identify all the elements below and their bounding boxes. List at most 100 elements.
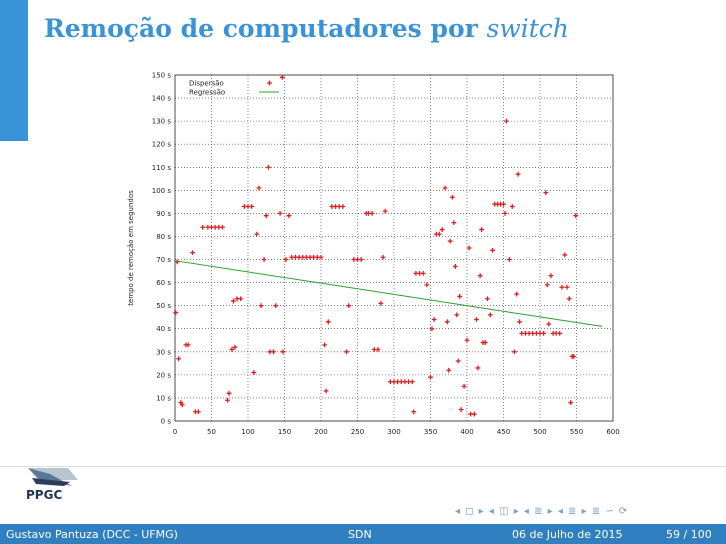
- data-point: [220, 224, 225, 230]
- data-point: [176, 356, 182, 362]
- data-point: [323, 388, 329, 394]
- mark-layer: [173, 74, 603, 417]
- y-tick-label: 90 s: [156, 210, 171, 218]
- data-point: [238, 296, 244, 302]
- data-point: [378, 300, 384, 306]
- data-point: [479, 227, 484, 232]
- axis-layer: 0 s 10 s 20 s 30 s 40 s 50 s 60 s 70 s 80 s 90 s 1…: [152, 72, 620, 437]
- data-point: [447, 238, 453, 244]
- data-point: [475, 365, 481, 371]
- beamer-navigation[interactable]: ◂ ◻ ▸ ◂ ◫ ▸ ◂ ≣ ▸ ◂ ≣ ▸ ≣ ∽ ⟳: [455, 506, 629, 517]
- data-point: [279, 74, 285, 80]
- data-point: [568, 400, 574, 405]
- legend-label: Regressão: [189, 89, 225, 97]
- data-point: [173, 310, 179, 315]
- data-point: [231, 298, 236, 304]
- data-point: [277, 211, 283, 216]
- y-tick-label: 140 s: [152, 95, 172, 103]
- data-point: [179, 402, 185, 408]
- grid-layer: [175, 75, 613, 421]
- data-point: [271, 349, 276, 355]
- data-point: [541, 330, 547, 336]
- data-point: [411, 409, 417, 415]
- data-point: [409, 379, 415, 385]
- y-tick-label: 110 s: [152, 164, 172, 172]
- footer-topic: SDN: [348, 528, 372, 541]
- data-point: [229, 347, 235, 352]
- data-point: [283, 257, 289, 262]
- data-point: [325, 319, 331, 325]
- data-point: [515, 171, 521, 177]
- data-point: [344, 349, 349, 355]
- data-point: [263, 213, 269, 219]
- data-point: [485, 296, 490, 302]
- data-point: [546, 321, 552, 327]
- data-point: [543, 190, 549, 196]
- data-point: [225, 397, 230, 403]
- data-point: [461, 384, 467, 389]
- y-tick-label: 50 s: [156, 302, 171, 310]
- x-tick-label: 450: [497, 428, 510, 436]
- data-point: [195, 409, 201, 415]
- data-point: [226, 390, 232, 396]
- data-point: [420, 270, 426, 276]
- data-point: [322, 342, 328, 348]
- data-point: [557, 330, 563, 336]
- data-point: [375, 347, 381, 352]
- data-point: [380, 254, 386, 260]
- data-point: [444, 319, 450, 325]
- x-tick-label: 250: [351, 428, 364, 436]
- footer-author: Gustavo Pantuza (DCC - UFMG): [6, 528, 178, 541]
- data-point: [428, 374, 433, 380]
- y-tick-label: 40 s: [156, 325, 171, 333]
- y-tick-label: 100 s: [152, 187, 172, 195]
- y-tick-label: 80 s: [156, 233, 171, 241]
- data-point: [266, 164, 271, 170]
- y-tick-label: 130 s: [152, 118, 172, 126]
- legend-label: Dispersão: [189, 80, 224, 88]
- data-point: [174, 259, 180, 265]
- data-point: [249, 204, 255, 209]
- data-point: [185, 342, 191, 348]
- y-tick-label: 70 s: [156, 256, 171, 264]
- x-tick-label: 350: [424, 428, 437, 436]
- data-point: [446, 367, 452, 373]
- data-point: [562, 252, 568, 258]
- data-point: [450, 194, 455, 200]
- data-point: [451, 220, 457, 226]
- x-tick-label: 600: [606, 428, 619, 436]
- data-point: [509, 204, 515, 209]
- data-point: [280, 349, 286, 355]
- data-point: [573, 213, 579, 219]
- footer-page: 59 / 100: [666, 528, 712, 541]
- slide-title: Remoção de computadores por switch: [44, 14, 569, 43]
- logo-text: PPGC: [26, 488, 62, 502]
- footer-date: 06 de Julho de 2015: [512, 528, 623, 541]
- data-point: [452, 264, 458, 269]
- y-tick-label: 0 s: [161, 418, 172, 426]
- data-point: [512, 349, 517, 355]
- data-point: [424, 282, 430, 288]
- data-point: [471, 411, 477, 417]
- y-tick-label: 60 s: [156, 279, 171, 287]
- slide-title-emphasis: switch: [486, 14, 569, 43]
- y-tick-label: 20 s: [156, 371, 171, 379]
- data-point: [258, 303, 264, 309]
- ppgc-logo: PPGC: [26, 468, 78, 502]
- data-point: [517, 319, 522, 325]
- x-tick-label: 550: [570, 428, 583, 436]
- data-point: [286, 213, 292, 219]
- data-point: [548, 273, 554, 279]
- data-point: [566, 296, 572, 302]
- data-point: [502, 211, 508, 216]
- x-tick-label: 100: [241, 428, 254, 436]
- data-point: [464, 337, 470, 343]
- data-point: [436, 231, 442, 237]
- data-point: [487, 312, 493, 318]
- data-point: [382, 208, 388, 214]
- data-point: [466, 245, 472, 251]
- x-tick-label: 300: [387, 428, 400, 436]
- data-point: [429, 326, 435, 332]
- data-point: [190, 250, 195, 256]
